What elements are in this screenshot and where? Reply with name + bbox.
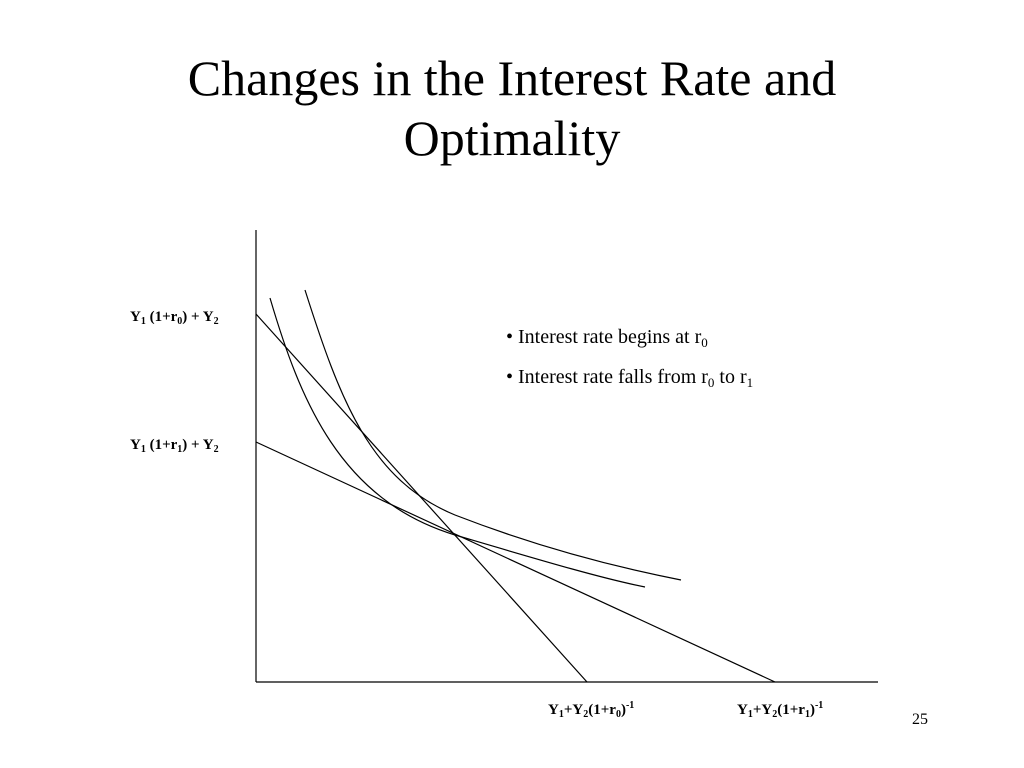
slide-title-line-2: Optimality [403, 110, 621, 166]
budget-line-r0 [255, 313, 588, 683]
bullet-item-begins: • Interest rate begins at r0 [506, 326, 708, 350]
page-number: 25 [912, 711, 928, 728]
bullet-item-falls: • Interest rate falls from r0 to r1 [506, 366, 754, 390]
slide-title-line-1: Changes in the Interest Rate and [187, 50, 837, 106]
x-intercept-label-r1: Y1+Y2(1+r1)-1 [737, 700, 824, 720]
y-intercept-label-r0: Y1 (1+r0) + Y2 [130, 309, 219, 327]
x-intercept-label-r0: Y1+Y2(1+r0)-1 [548, 700, 635, 720]
indifference-curve-lower [269, 297, 646, 588]
indifference-curve-higher [304, 289, 682, 581]
bullet-list: • Interest rate begins at r0 • Interest … [506, 326, 753, 406]
slide-title: Changes in the Interest Rate and Optimal… [0, 48, 1024, 168]
y-intercept-label-r1: Y1 (1+r1) + Y2 [130, 437, 219, 455]
budget-line-r1 [255, 441, 776, 683]
